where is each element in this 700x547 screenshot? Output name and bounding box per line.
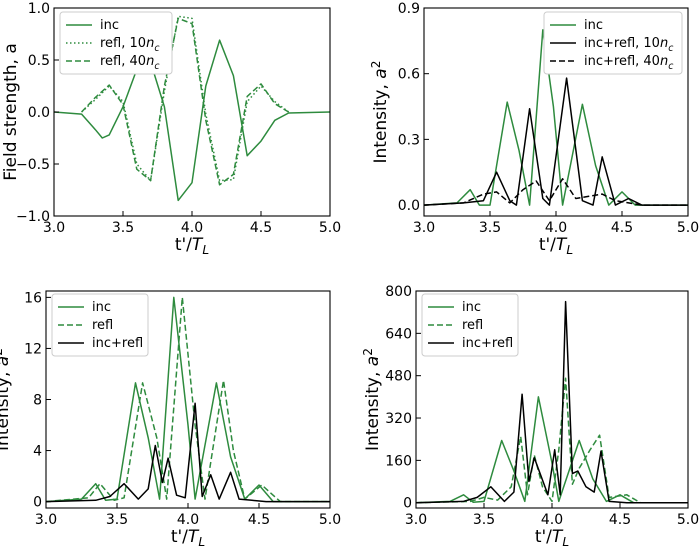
y-tick-label: 0.0	[398, 198, 420, 214]
panel-4: 3.0 3.5 4.0 4.5 5.0 0 160 320 480 640 800 t'/TL Inte…	[361, 284, 699, 547]
y-tick-label: 12	[24, 341, 42, 357]
x-tick-label: 5.0	[677, 220, 699, 236]
y-axis-label: Intensity, a2	[0, 348, 13, 451]
x-tick-label: 4.0	[541, 512, 563, 528]
y-tick-label: 0.0	[28, 105, 50, 121]
series-line-3	[416, 300, 688, 504]
x-tick-label: 4.5	[250, 220, 272, 236]
x-tick-label: 4.0	[181, 220, 203, 236]
x-axis-label: t'/TL	[171, 527, 205, 547]
y-tick-label: −0.5	[16, 157, 50, 173]
x-tick-label: 4.5	[248, 512, 270, 528]
x-tick-label: 5.0	[319, 512, 341, 528]
series-line-1	[424, 29, 688, 206]
panel-3: 3.0 3.5 4.0 4.5 5.0 0 4 8 12 16 t'/TL Intensity, a2…	[0, 290, 341, 547]
panel-1: 3.0 3.5 4.0 4.5 5.0 −1.0 −0.5 0.0 0.5 1.0 t'/TL Fie…	[1, 1, 341, 257]
legend-entry: inc+refl, 40nc	[584, 54, 674, 72]
legend-box	[51, 293, 149, 357]
x-tick-label: 5.0	[319, 220, 341, 236]
series-line-2	[46, 296, 330, 503]
y-tick-label: 8	[33, 393, 42, 409]
x-axis-label: t'/TL	[175, 235, 209, 257]
x-tick-label: 4.5	[609, 512, 631, 528]
y-tick-label: 640	[385, 326, 412, 342]
y-tick-label: 4	[33, 444, 42, 460]
series-line-2	[416, 377, 688, 504]
y-tick-label: 0.3	[398, 132, 420, 148]
legend-entry: inc	[100, 18, 119, 33]
series-line-3	[46, 402, 330, 503]
legend-box	[543, 11, 683, 75]
legend-entry: refl, 40nc	[100, 54, 160, 72]
legend-entry: inc+refl	[92, 336, 143, 351]
panel-2: 3.0 3.5 4.0 4.5 5.0 0.0 0.3 0.6 0.9 t'/TL Intensit…	[369, 1, 699, 257]
y-axis-label: Field strength, a	[1, 43, 21, 180]
y-tick-label: 0.6	[398, 67, 420, 83]
y-tick-label: 320	[385, 411, 412, 427]
x-tick-label: 3.5	[473, 512, 495, 528]
legend-entry: refl	[462, 318, 483, 333]
series-line-2	[424, 77, 688, 206]
x-tick-label: 4.0	[545, 220, 567, 236]
x-tick-label: 3.0	[405, 512, 427, 528]
series-line-1	[54, 39, 330, 202]
y-tick-label: 16	[24, 290, 42, 306]
series-line-1	[46, 296, 330, 503]
y-tick-label: 800	[385, 284, 412, 300]
x-tick-label: 4.0	[177, 512, 199, 528]
y-tick-label: 160	[385, 453, 412, 469]
legend-entry: inc	[584, 18, 603, 33]
y-tick-label: 1.0	[28, 1, 50, 17]
y-axis-label: Intensity, a2	[361, 348, 383, 451]
y-axis-label: Intensity, a2	[369, 60, 391, 163]
legend-entry: refl, 10nc	[100, 36, 160, 54]
y-tick-label: 0	[33, 495, 42, 511]
x-axis-label: t'/TL	[539, 235, 573, 257]
x-tick-label: 3.5	[112, 220, 134, 236]
legend: inc refl inc+refl	[421, 293, 519, 357]
x-tick-label: 5.0	[677, 512, 699, 528]
legend-entry: refl	[92, 318, 113, 333]
legend-entry: inc	[92, 300, 111, 315]
series-line-1	[416, 396, 688, 504]
y-tick-label: 480	[385, 369, 412, 385]
legend-box	[421, 293, 519, 357]
x-tick-label: 3.0	[43, 220, 65, 236]
series-line-3	[81, 17, 289, 186]
x-tick-label: 3.5	[106, 512, 128, 528]
legend-entry: inc+refl	[462, 336, 513, 351]
x-tick-label: 3.0	[35, 512, 57, 528]
x-axis-label: t'/TL	[535, 527, 569, 547]
x-tick-label: 3.0	[413, 220, 435, 236]
series-line-3	[424, 178, 688, 206]
x-tick-label: 3.5	[479, 220, 501, 236]
legend-entry: inc+refl, 10nc	[584, 36, 674, 54]
y-tick-label: 0.9	[398, 1, 420, 17]
legend: inc refl inc+refl	[51, 293, 149, 357]
x-tick-label: 4.5	[611, 220, 633, 236]
legend-entry: inc	[462, 300, 481, 315]
y-tick-label: 0	[403, 496, 412, 512]
legend-box	[59, 11, 173, 75]
y-tick-label: 0.5	[28, 53, 50, 69]
y-tick-label: −1.0	[16, 209, 50, 225]
